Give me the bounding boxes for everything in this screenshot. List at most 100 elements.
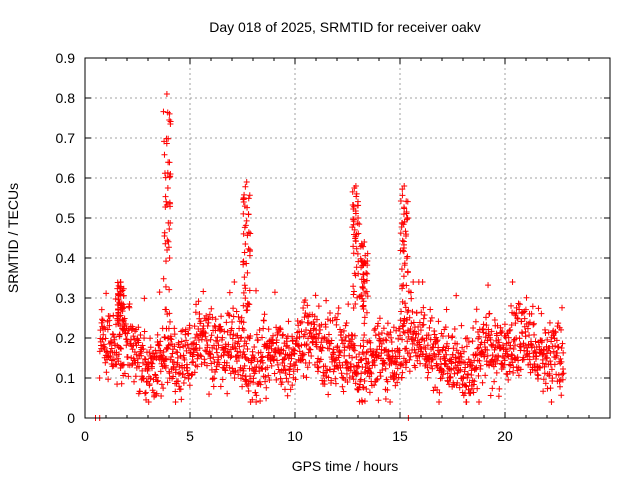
data-point (558, 326, 565, 333)
data-point (396, 332, 403, 339)
data-point (163, 198, 170, 205)
data-point (399, 237, 406, 244)
data-point (147, 375, 154, 382)
data-point (313, 331, 320, 338)
data-point (552, 354, 559, 361)
data-point (363, 349, 370, 356)
data-point (558, 358, 565, 365)
data-point (171, 331, 178, 338)
data-point (196, 345, 203, 352)
data-point (442, 324, 449, 331)
data-point (360, 343, 367, 350)
data-point (398, 374, 405, 381)
data-point (131, 348, 138, 355)
data-point (242, 240, 249, 247)
data-point (308, 353, 315, 360)
data-point (435, 351, 442, 358)
data-point (108, 339, 115, 346)
data-point (131, 378, 138, 385)
data-point (123, 336, 130, 343)
data-point (349, 188, 356, 195)
data-point (377, 373, 384, 380)
data-point (98, 306, 105, 313)
data-point (198, 361, 205, 368)
data-point (133, 351, 140, 358)
data-point (517, 366, 524, 373)
data-point (479, 379, 486, 386)
data-point (265, 349, 272, 356)
data-point (230, 344, 237, 351)
data-point (444, 378, 451, 385)
data-point (337, 326, 344, 333)
data-point (279, 379, 286, 386)
data-point (234, 332, 241, 339)
data-point (284, 392, 291, 399)
data-point (440, 344, 447, 351)
data-point (465, 386, 472, 393)
data-point (362, 355, 369, 362)
data-point (385, 348, 392, 355)
data-point (349, 354, 356, 361)
data-point (324, 316, 331, 323)
data-point (158, 393, 165, 400)
data-point (554, 350, 561, 357)
data-point (469, 362, 476, 369)
data-point (363, 270, 370, 277)
data-point (419, 322, 426, 329)
data-point (497, 324, 504, 331)
data-point (387, 399, 394, 405)
data-point (223, 319, 230, 326)
data-point (421, 312, 428, 319)
data-point (405, 333, 412, 340)
data-point (333, 316, 340, 323)
data-point (463, 343, 470, 350)
data-point (559, 304, 566, 311)
data-point (172, 399, 179, 405)
data-point (491, 346, 498, 353)
data-point (286, 371, 293, 378)
data-point (328, 377, 335, 384)
data-point (408, 295, 415, 302)
data-point (364, 257, 371, 264)
data-point (311, 313, 318, 320)
data-point (119, 305, 126, 312)
data-point (439, 333, 446, 340)
data-point (180, 380, 187, 387)
data-point (437, 355, 444, 362)
data-point (303, 341, 310, 348)
data-point (464, 374, 471, 381)
data-point (206, 391, 213, 398)
data-point (398, 283, 405, 290)
data-point (175, 378, 182, 385)
data-point (499, 328, 506, 335)
x-axis-label: GPS time / hours (292, 458, 399, 474)
data-point (349, 373, 356, 380)
data-point (545, 329, 552, 336)
data-point (240, 195, 247, 202)
data-point (153, 374, 160, 381)
data-point (117, 279, 124, 285)
data-point (350, 304, 357, 311)
data-point (300, 372, 307, 379)
data-point (381, 347, 388, 354)
data-point (402, 228, 409, 235)
data-point (355, 270, 362, 277)
data-point (158, 381, 165, 388)
data-point (465, 338, 472, 345)
data-point (359, 303, 366, 310)
data-point (559, 371, 566, 378)
data-point (506, 368, 513, 375)
data-point (292, 362, 299, 369)
data-point (487, 336, 494, 343)
data-point (162, 193, 169, 200)
data-point (338, 329, 345, 336)
data-point (477, 362, 484, 369)
data-point (417, 327, 424, 334)
data-point (393, 371, 400, 378)
data-point (429, 355, 436, 362)
data-point (403, 198, 410, 205)
data-point (469, 385, 476, 392)
data-point (470, 381, 477, 388)
data-point (524, 325, 531, 332)
data-point (518, 318, 525, 325)
